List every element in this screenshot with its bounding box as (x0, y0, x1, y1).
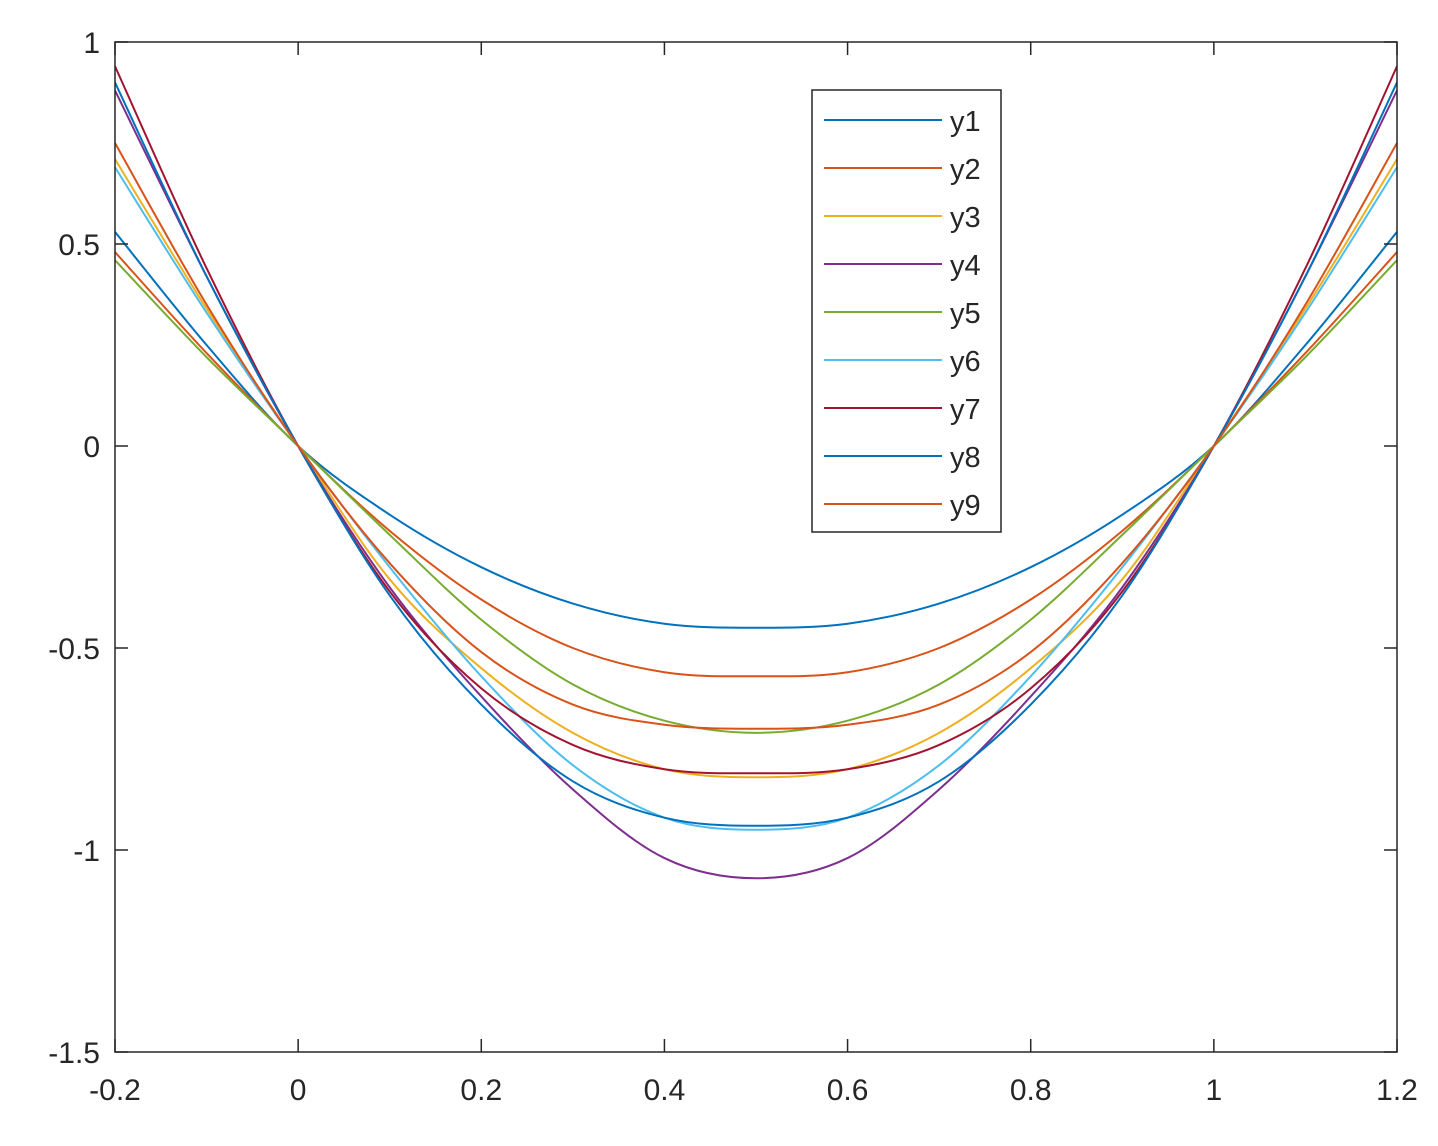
x-tick-label: -0.2 (89, 1074, 141, 1107)
legend-entries: y1 y2 y3 y4 y5 y6 y7 y8 y9 (824, 106, 981, 522)
series-line-y7 (114, 65, 1398, 775)
legend: y1 y2 y3 y4 y5 y6 y7 y8 y9 (811, 89, 1002, 533)
legend-label-y4: y4 (950, 250, 981, 282)
legend-label-y9: y9 (950, 490, 981, 522)
x-tick-label: 1.2 (1376, 1074, 1418, 1107)
x-tick-label: 0 (290, 1074, 307, 1107)
series-line-y6 (114, 166, 1398, 831)
y-tick-label: -1.5 (48, 1037, 100, 1070)
x-axis-tick-labels: -0.2 0 0.2 0.4 0.6 0.8 1 1.2 (89, 1074, 1418, 1107)
y-tick-label: 0 (83, 431, 100, 464)
x-tick-label: 0.8 (1010, 1074, 1052, 1107)
y-tick-label: -0.5 (48, 633, 100, 666)
y-tick-label: -1 (73, 835, 100, 868)
series-line-y9 (114, 142, 1398, 730)
x-tick-label: 0.4 (644, 1074, 686, 1107)
series-line-y5 (114, 259, 1398, 734)
ticks-layer (114, 41, 1398, 1053)
x-tick-label: 0.2 (460, 1074, 502, 1107)
legend-label-y3: y3 (950, 202, 981, 234)
x-tick-label: 1 (1206, 1074, 1223, 1107)
series-line-y4 (114, 90, 1398, 880)
legend-label-y6: y6 (950, 346, 981, 378)
y-tick-label: 0.5 (58, 229, 100, 262)
series-line-y2 (114, 251, 1398, 678)
plot-area-frame (114, 41, 1398, 1053)
series-layer (114, 65, 1398, 880)
series-line-y1 (114, 231, 1398, 629)
series-line-y3 (114, 158, 1398, 779)
legend-label-y2: y2 (950, 154, 981, 186)
y-axis-tick-labels: -1.5 -1 -0.5 0 0.5 1 (48, 27, 100, 1070)
legend-label-y1: y1 (950, 106, 981, 138)
legend-label-y5: y5 (950, 298, 981, 330)
y-tick-label: 1 (83, 27, 100, 60)
x-tick-label: 0.6 (827, 1074, 869, 1107)
legend-label-y8: y8 (950, 442, 981, 474)
legend-label-y7: y7 (950, 394, 981, 426)
